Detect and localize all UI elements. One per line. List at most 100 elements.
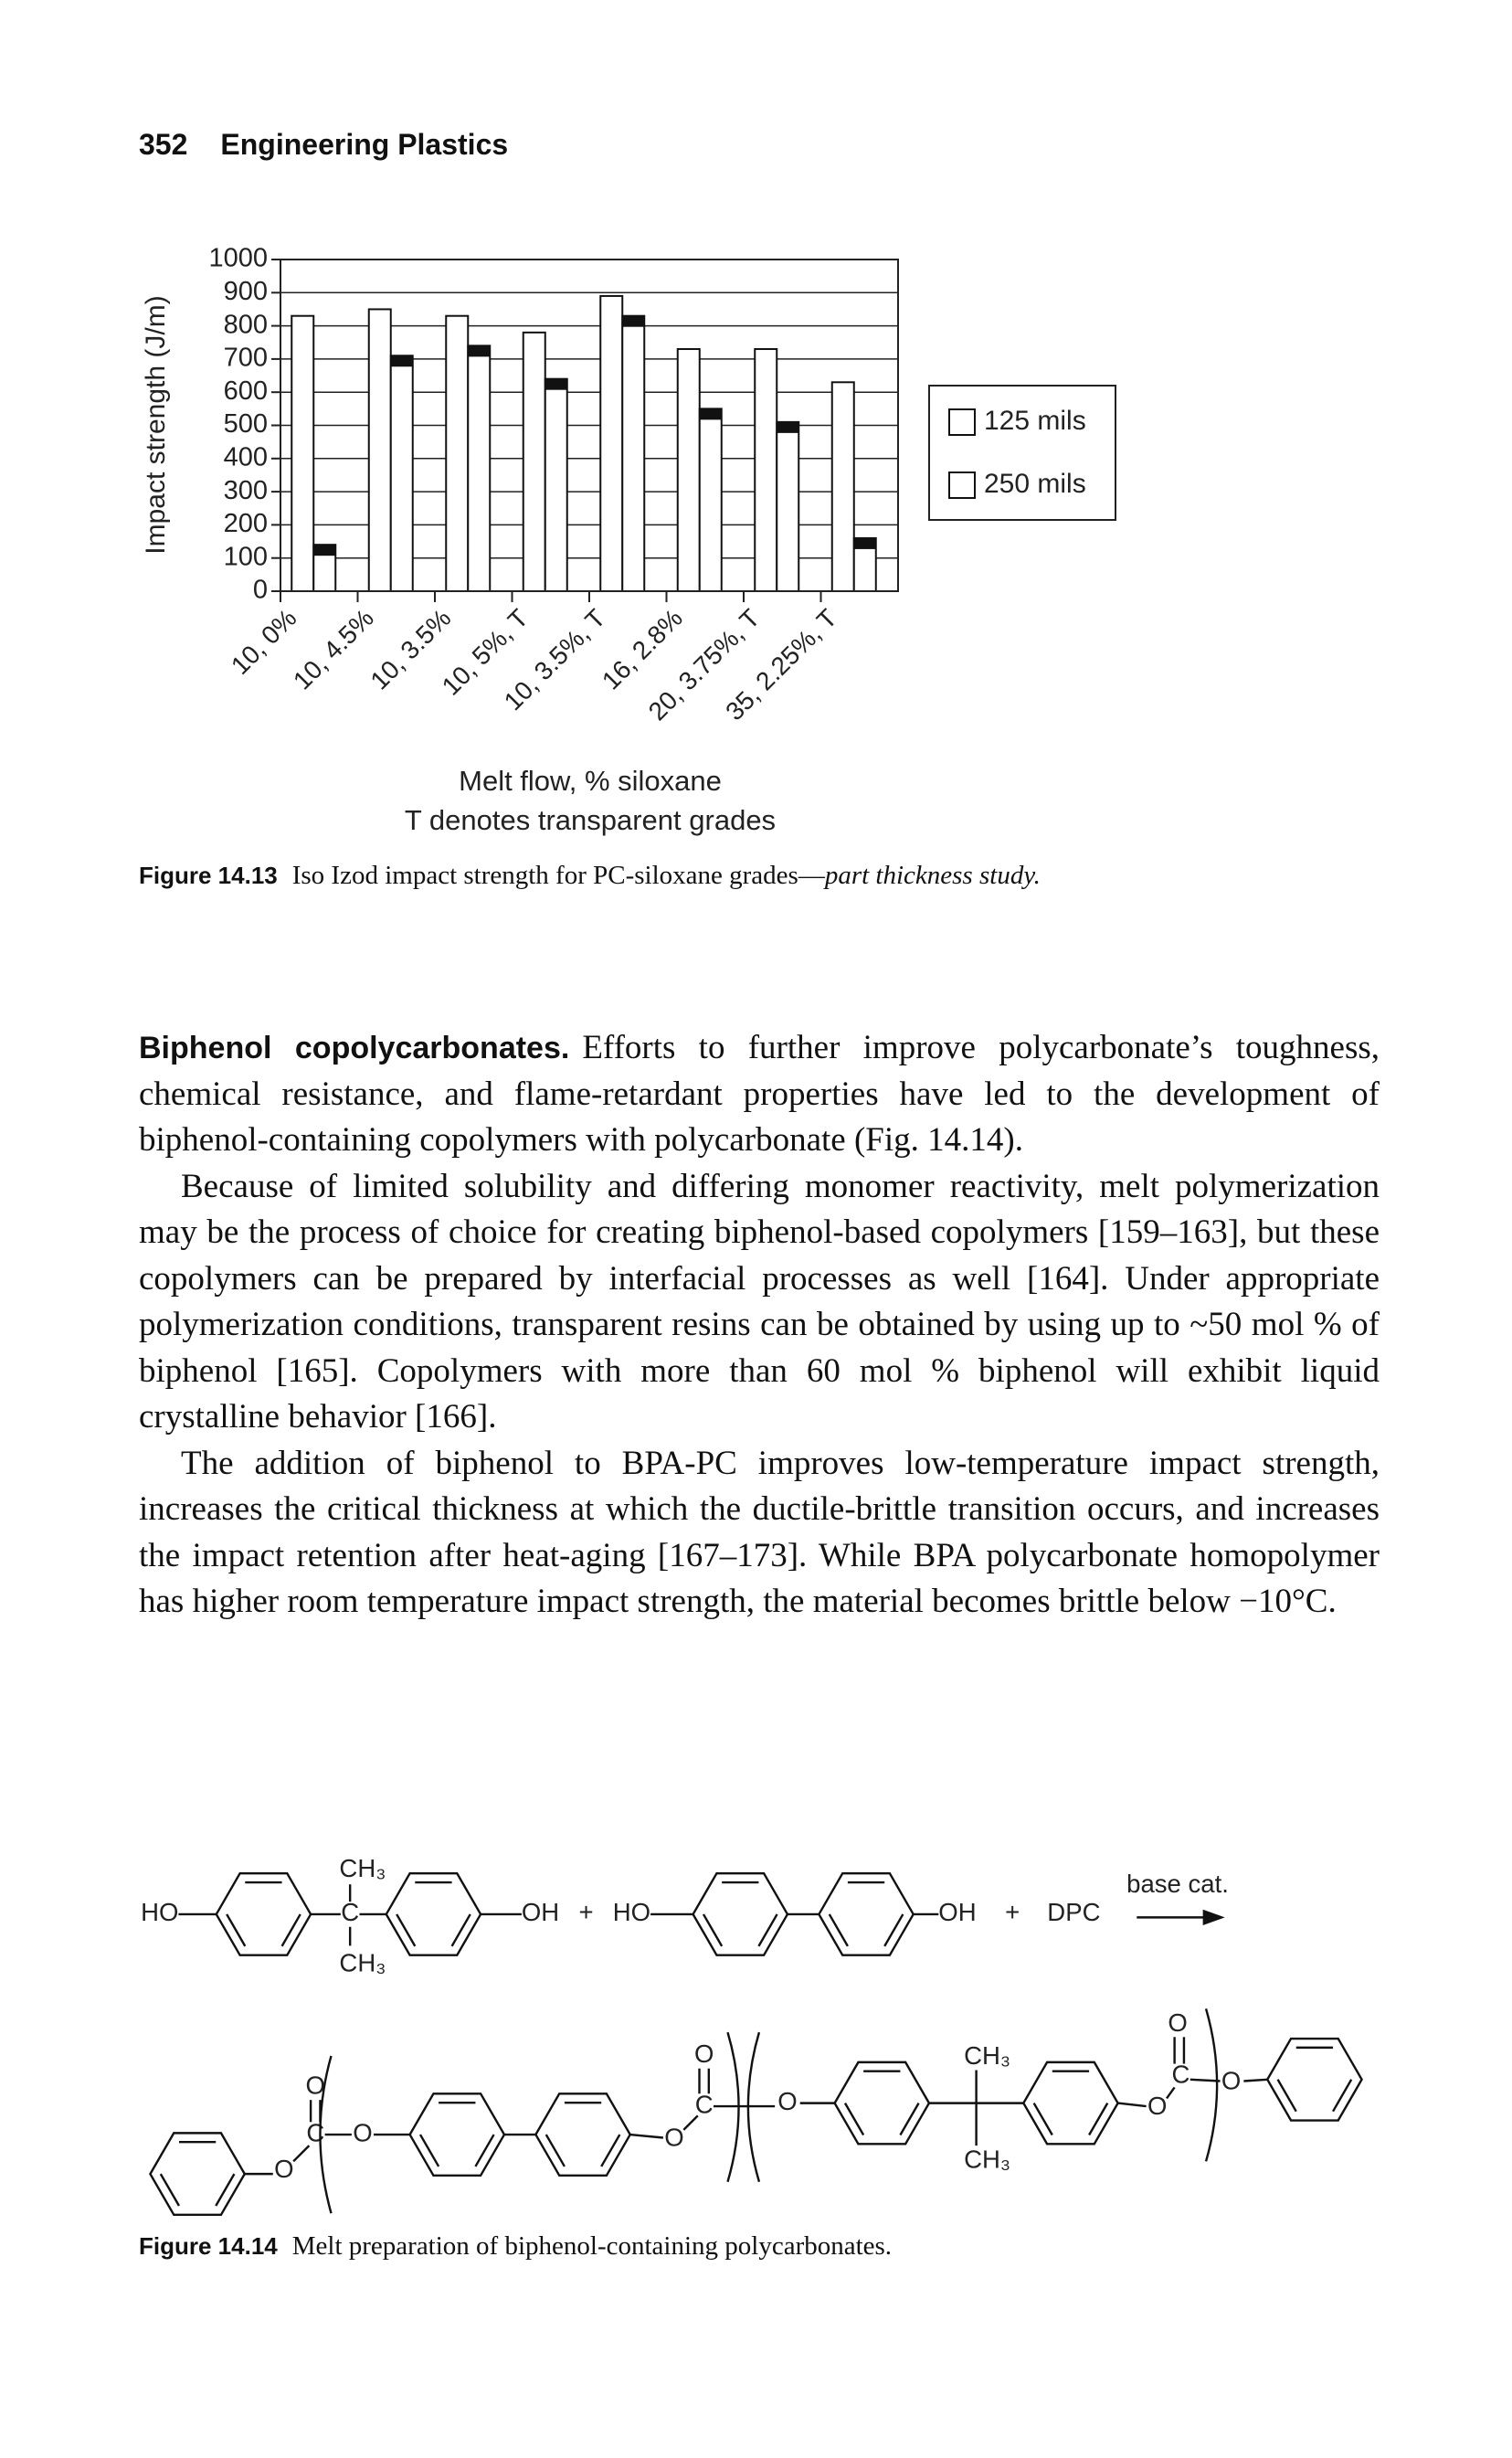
- bond: [702, 1913, 724, 1947]
- bracket: [319, 2055, 333, 2214]
- atom-label: C: [695, 2090, 714, 2118]
- atom-label: O: [306, 2071, 325, 2100]
- figure-caption: Figure 14.13 Iso Izod impact strength for…: [139, 859, 1126, 893]
- bar-cap: [390, 355, 413, 367]
- bar: [445, 314, 470, 592]
- bracket: [1204, 2008, 1219, 2162]
- caption-text: Melt preparation of biphenol-containing …: [291, 2231, 893, 2261]
- body-text: Biphenol copolycarbonates. Efforts to fur…: [139, 1025, 1380, 1626]
- paragraph: Biphenol copolycarbonates. Efforts to fur…: [139, 1025, 1380, 1164]
- y-axis-label: Impact strength (J/m): [141, 295, 171, 554]
- legend-label: 125 mils: [984, 406, 1086, 436]
- atom-label: C: [341, 1898, 359, 1926]
- arrow-head: [1202, 1909, 1225, 1925]
- atom-label: DPC: [1047, 1898, 1100, 1926]
- benzene-ring: [1265, 2037, 1363, 2122]
- benzene-ring: [692, 1871, 789, 1956]
- bar: [367, 308, 392, 592]
- y-tick-label: 1000: [208, 244, 268, 273]
- bar: [776, 420, 800, 592]
- benzene-ring: [833, 2061, 931, 2145]
- x-axis-label: Melt flow, % siloxane: [459, 765, 722, 797]
- paragraph: Because of limited solubility and differ…: [139, 1167, 1380, 1436]
- bond: [828, 1913, 849, 1947]
- atom-label: O: [353, 2118, 372, 2146]
- bar-cap: [545, 378, 567, 390]
- atom-label: O: [1147, 2092, 1167, 2120]
- benzene-ring: [817, 1871, 915, 1956]
- bar-cap: [313, 545, 336, 556]
- bond: [159, 2173, 181, 2207]
- bar: [698, 408, 723, 592]
- bar: [830, 381, 855, 592]
- chart: Impact strength (J/m) Melt flow, % silox…: [141, 244, 1116, 836]
- paragraph-heading: Biphenol copolycarbonates.: [139, 1031, 570, 1065]
- bar: [291, 314, 315, 592]
- bond: [1166, 2086, 1176, 2100]
- bond: [1243, 2078, 1268, 2082]
- running-header: 352 Engineering Plastics: [139, 128, 508, 162]
- atom-label: O: [274, 2155, 293, 2183]
- bar-cap: [853, 537, 876, 549]
- atom-label: C: [1172, 2061, 1190, 2089]
- y-tick-label: 600: [224, 376, 268, 406]
- benzene-ring: [534, 2092, 632, 2177]
- atom-label: OH: [522, 1898, 559, 1926]
- atom-label: HO: [613, 1898, 650, 1926]
- bond: [280, 1913, 301, 1947]
- bar: [544, 377, 568, 592]
- legend-label: 250 mils: [984, 469, 1086, 499]
- bracket: [726, 2031, 740, 2183]
- benzene-ring: [1021, 2061, 1120, 2145]
- bond: [843, 2103, 865, 2136]
- bond: [474, 2134, 495, 2167]
- y-tick-label: 800: [224, 310, 268, 339]
- bond: [1190, 2078, 1221, 2082]
- legend-swatch: [948, 408, 976, 436]
- y-tick-label: 100: [224, 542, 268, 571]
- bond: [226, 1913, 247, 1947]
- bond: [1088, 2103, 1109, 2136]
- chart-note: T denotes transparent grades: [405, 804, 776, 836]
- bar-cap: [468, 345, 491, 357]
- benzene-ring: [215, 1871, 312, 1956]
- bond: [1032, 2103, 1053, 2136]
- caption-label: Figure 14.13: [139, 862, 278, 889]
- bar: [522, 331, 546, 592]
- bond: [600, 2134, 621, 2167]
- y-tick-label: 200: [224, 509, 268, 538]
- bar: [599, 294, 624, 592]
- paragraph: The addition of biphenol to BPA-PC impro…: [139, 1444, 1380, 1621]
- atom-label: C: [306, 2118, 324, 2146]
- bracket: [746, 2031, 761, 2183]
- atom-label: CH₃: [339, 1854, 386, 1882]
- bar: [676, 348, 701, 592]
- bar: [621, 314, 646, 592]
- bond: [418, 2134, 440, 2167]
- condition-label: base cat.: [1126, 1870, 1229, 1898]
- x-tick-label: 10, 0%: [226, 604, 302, 681]
- bond: [292, 2145, 311, 2163]
- y-tick-label: 900: [224, 277, 268, 306]
- bond: [1331, 2079, 1353, 2113]
- bond: [1276, 2079, 1297, 2113]
- benzene-ring: [149, 2132, 247, 2217]
- bond: [899, 2103, 920, 2136]
- benzene-ring: [385, 1871, 482, 1956]
- atom-label: CH₃: [339, 1948, 386, 1976]
- caption-emphasis: part thickness study.: [824, 861, 1041, 890]
- x-tick-label: 10, 4.5%: [288, 604, 379, 695]
- bond: [450, 1913, 471, 1947]
- atom-label: O: [1221, 2067, 1241, 2095]
- atom-label: O: [694, 2040, 714, 2068]
- y-tick-label: 700: [224, 344, 268, 373]
- bond: [682, 2114, 699, 2131]
- y-tick-label: 0: [253, 576, 268, 605]
- bond: [215, 2173, 236, 2207]
- caption-label: Figure 14.14: [139, 2232, 278, 2260]
- figure-caption: Figure 14.14 Melt preparation of biphenol…: [139, 2230, 1418, 2263]
- y-tick-label: 300: [224, 476, 268, 505]
- bar-cap: [699, 408, 722, 420]
- legend-swatch: [948, 471, 976, 499]
